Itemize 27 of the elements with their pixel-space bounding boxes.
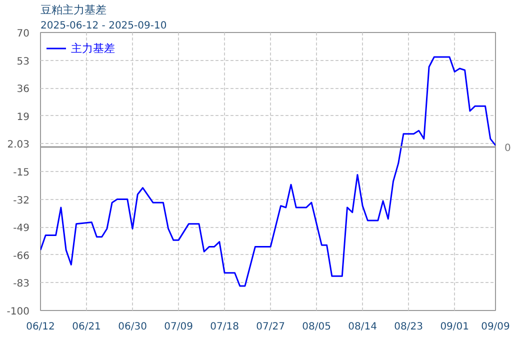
x-tick-label: 07/27 [256, 322, 285, 332]
y-tick-label: -66 [13, 250, 30, 262]
x-tick-label: 06/30 [118, 322, 147, 332]
y-tick-label: -15 [13, 168, 30, 178]
x-tick-label: 09/01 [440, 322, 470, 332]
y-tick-label: -100 [6, 306, 30, 318]
y-tick-label: 36 [16, 84, 30, 96]
y-tick-label: -49 [13, 223, 30, 234]
y-tick-label: 19 [16, 112, 30, 123]
y-tick-label: 53 [16, 56, 30, 68]
x-tick-label: 08/14 [348, 322, 377, 332]
x-tick-label: 08/23 [394, 322, 424, 332]
y-tick-label: -83 [13, 278, 30, 290]
ref-line-label: 0 [504, 142, 511, 154]
x-tick-label: 06/12 [26, 322, 55, 332]
x-tick-label: 07/18 [210, 322, 239, 332]
legend-label: 主力基差 [71, 40, 115, 56]
chart-subtitle: 2025-06-12 - 2025-09-10 [40, 20, 167, 32]
chart-title: 豆粕主力基差 [40, 4, 106, 16]
line-series [40, 56, 496, 287]
x-tick-label: 07/09 [164, 322, 193, 332]
x-tick-label: 08/05 [302, 322, 331, 332]
y-tick-label: 2.03 [7, 140, 30, 151]
y-tick-label: 70 [16, 28, 30, 40]
x-tick-label: 09/09 [481, 322, 510, 332]
y-tick-label: -32 [13, 195, 30, 206]
x-tick-label: 06/21 [72, 322, 101, 332]
